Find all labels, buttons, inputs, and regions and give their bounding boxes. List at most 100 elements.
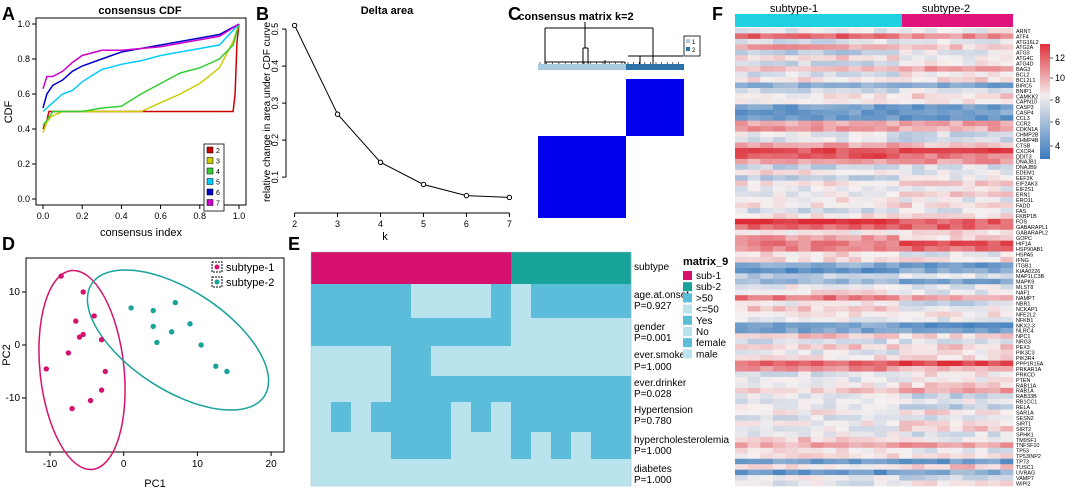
clinical-cell — [411, 284, 432, 318]
gene-heat-cell — [987, 104, 1001, 111]
gene-heat-cell — [937, 426, 951, 432]
gene-heat-cell — [747, 93, 761, 100]
gene-heat-cell — [886, 131, 900, 138]
gene-heat-cell — [760, 360, 774, 367]
gene-heat-cell — [861, 447, 875, 454]
gene-heat-cell — [772, 349, 786, 356]
gene-heat-cell — [810, 55, 824, 62]
gene-heat-cell — [924, 464, 938, 470]
gene-label: NFE2L2 — [1016, 312, 1036, 318]
gene-heat-cell — [924, 186, 938, 192]
clinical-cell — [591, 318, 612, 346]
gene-heat-cell — [886, 169, 900, 176]
gene-heat-cell — [899, 224, 913, 231]
gene-heat-cell — [975, 475, 989, 481]
gene-heat-cell — [899, 164, 913, 171]
gene-heat-cell — [785, 126, 799, 132]
gene-heat-cell — [987, 55, 1001, 62]
gene-heat-cell — [937, 218, 951, 225]
gene-heat-cell — [911, 289, 925, 296]
gene-heat-cell — [798, 131, 812, 138]
gene-label: NAMPT — [1016, 296, 1036, 302]
gene-heat-cell — [735, 344, 748, 350]
gene-heat-cell — [772, 93, 786, 100]
gene-heat-cell — [949, 273, 963, 280]
gene-heat-cell — [747, 104, 761, 111]
gene-heat-cell — [899, 137, 913, 143]
gene-heat-cell — [836, 38, 850, 45]
gene-heat-cell — [836, 426, 850, 432]
gene-heat-cell — [924, 360, 938, 367]
gene-heat-cell — [861, 82, 875, 89]
gene-heat-cell — [823, 158, 837, 165]
gene-heat-cell — [975, 376, 989, 383]
gene-heat-cell — [823, 344, 837, 350]
gene-heat-cell — [861, 158, 875, 165]
gene-heat-cell — [1000, 191, 1014, 198]
gene-heat-cell — [886, 360, 900, 367]
gene-heat-cell — [735, 366, 748, 372]
gene-heat-cell — [772, 420, 786, 427]
gene-heat-cell — [874, 169, 887, 176]
clinical-cell — [591, 346, 612, 376]
gene-heat-cell — [899, 442, 913, 449]
gene-heat-cell — [975, 120, 989, 127]
gene-heat-cell — [937, 480, 951, 487]
gene-heat-cell — [874, 316, 887, 323]
gene-heat-cell — [975, 426, 989, 432]
gene-heat-cell — [962, 213, 976, 220]
chart-e-legend-swatch — [683, 282, 692, 292]
gene-heat-cell — [924, 93, 938, 100]
gene-heat-cell — [937, 251, 951, 258]
subtype-cell — [391, 252, 412, 284]
gene-heat-cell — [1000, 426, 1014, 432]
gene-heat-cell — [899, 284, 913, 291]
clinical-cell — [611, 284, 632, 318]
gene-label: RAB33B — [1016, 394, 1037, 400]
gene-heat-cell — [760, 218, 774, 225]
gene-heat-cell — [949, 137, 963, 143]
gene-heat-cell — [924, 66, 938, 72]
gene-heat-cell — [861, 213, 875, 220]
chart-d-point-subtype-2 — [150, 323, 156, 330]
gene-heat-cell — [874, 164, 887, 171]
gene-heat-cell — [735, 104, 748, 111]
gene-heat-cell — [798, 251, 812, 258]
chart-e-row-pvalue: P=1.000 — [634, 362, 672, 373]
gene-label: CXCR4 — [1016, 149, 1034, 155]
gene-heat-cell — [962, 115, 976, 121]
gene-heat-cell — [823, 153, 837, 160]
gene-heat-cell — [760, 295, 774, 301]
gene-label: NKX2-3 — [1016, 323, 1035, 329]
gene-heat-cell — [1000, 66, 1014, 72]
gene-heat-cell — [760, 289, 774, 296]
gene-heat-cell — [937, 71, 951, 78]
gene-heat-cell — [962, 420, 976, 427]
gene-heat-cell — [810, 28, 824, 34]
gene-heat-cell — [874, 142, 887, 149]
clinical-cell — [431, 459, 452, 486]
gene-heat-cell — [798, 273, 812, 280]
gene-heat-cell — [785, 338, 799, 345]
gene-heat-cell — [962, 284, 976, 291]
gene-heat-cell — [747, 382, 761, 389]
gene-heat-cell — [899, 33, 913, 40]
gene-heat-cell — [848, 393, 862, 400]
chart-a-legend-swatch — [206, 188, 214, 196]
gene-heat-cell — [949, 202, 963, 209]
gene-heat-cell — [772, 55, 786, 62]
gene-heat-cell — [911, 197, 925, 203]
gene-label: KIAA0226 — [1016, 269, 1040, 275]
subtype-cell — [511, 252, 532, 284]
gene-heat-cell — [874, 213, 887, 220]
gene-heat-cell — [836, 240, 850, 247]
gene-heat-cell — [987, 131, 1001, 138]
gene-heat-cell — [949, 360, 963, 367]
gene-heat-cell — [735, 436, 748, 443]
gene-heat-cell — [760, 267, 774, 274]
gene-heat-cell — [760, 207, 774, 214]
gene-heat-cell — [747, 295, 761, 301]
gene-heat-cell — [911, 349, 925, 356]
gene-heat-cell — [924, 82, 938, 89]
gene-heat-cell — [810, 77, 824, 83]
